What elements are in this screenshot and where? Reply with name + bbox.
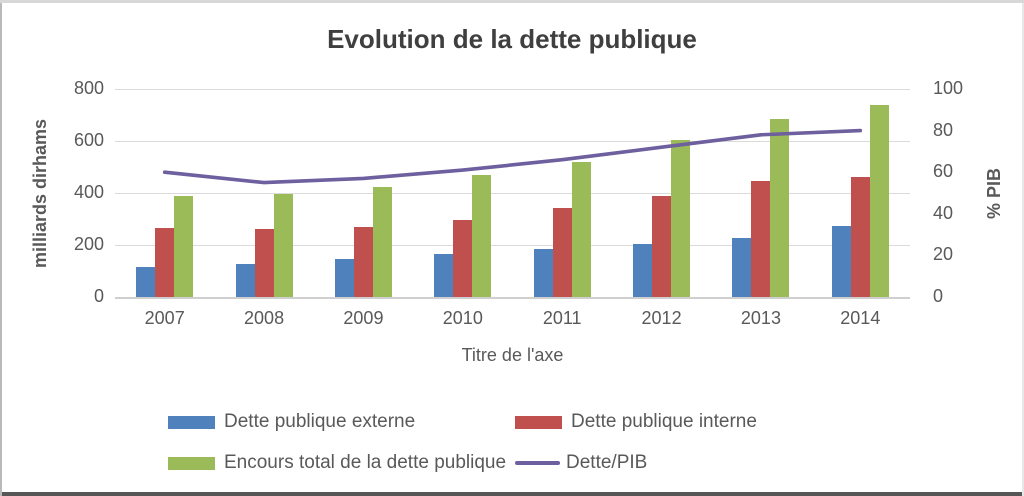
y-left-tick: 0 — [93, 286, 104, 307]
y-right-tick: 40 — [933, 202, 954, 223]
plot-area — [115, 89, 910, 299]
bar — [770, 118, 790, 297]
y-left-ticks: 800 600 400 200 0 — [40, 78, 104, 306]
bar — [372, 186, 392, 297]
bar — [869, 104, 889, 297]
legend-color-swatch — [168, 415, 215, 429]
bar — [831, 226, 851, 297]
bar — [453, 219, 473, 297]
legend-label: Encours total de la dette publique — [224, 452, 507, 473]
bar-group-2010 — [413, 89, 512, 297]
bar-group-2007 — [115, 89, 214, 297]
bar — [671, 139, 691, 297]
bar-group-2014 — [811, 89, 910, 297]
gridline-200 — [115, 245, 910, 246]
bar-group-2008 — [214, 89, 313, 297]
x-tick-label: 2014 — [840, 308, 881, 328]
bar — [254, 229, 274, 297]
x-tick-label: 2012 — [641, 308, 682, 328]
gridline-400 — [115, 193, 910, 194]
y-right-tick: 80 — [933, 119, 954, 140]
chart-title: Evolution de la dette publique — [327, 24, 697, 54]
x-tick-label: 2013 — [740, 308, 781, 328]
bar-group-2009 — [314, 89, 413, 297]
bar — [273, 193, 293, 297]
y-right-tick: 0 — [933, 286, 944, 307]
x-tick-label: 2008 — [244, 308, 285, 328]
bar — [353, 227, 373, 297]
bar — [334, 258, 354, 297]
bar — [434, 254, 454, 297]
y-left-tick: 200 — [73, 234, 104, 255]
gridline-800 — [115, 89, 910, 90]
x-tick-label: 2007 — [144, 308, 185, 328]
legend-label: Dette publique interne — [571, 411, 757, 432]
y-left-tick: 600 — [73, 130, 104, 151]
legend-item: Encours total de la dette publique — [168, 452, 515, 473]
y-right-tick: 60 — [933, 161, 954, 182]
x-axis-title: Titre de l'axe — [461, 345, 564, 365]
bar — [751, 181, 771, 297]
legend-item: Dette/PIB — [515, 452, 757, 473]
bar — [850, 177, 870, 297]
y-right-tick: 100 — [933, 78, 964, 99]
legend-color-swatch — [168, 456, 215, 470]
bar — [472, 174, 492, 297]
y-right-ticks: 100 80 60 40 20 0 — [933, 78, 993, 306]
legend-label: Dette publique externe — [224, 411, 416, 432]
legend-item: Dette publique externe — [168, 411, 515, 432]
bar — [552, 208, 572, 297]
bar — [571, 161, 591, 297]
bar-group-2013 — [711, 89, 810, 297]
bar — [533, 248, 553, 297]
legend-item: Dette publique interne — [515, 411, 757, 432]
bar — [732, 237, 752, 297]
legend-line-swatch — [515, 461, 560, 465]
y-left-tick: 800 — [73, 78, 104, 99]
x-tick-label: 2011 — [542, 308, 582, 328]
bar — [174, 195, 194, 297]
bar — [235, 263, 255, 297]
bar — [136, 267, 156, 297]
bar-group-2011 — [513, 89, 612, 297]
bar — [155, 227, 175, 297]
legend: Dette publique externe Dette publique int… — [168, 411, 757, 473]
y-right-tick: 20 — [933, 244, 954, 265]
bar-groups — [115, 89, 910, 297]
y-left-tick: 400 — [73, 182, 104, 203]
bar — [633, 243, 653, 297]
bar-group-2012 — [612, 89, 711, 297]
bar — [652, 196, 672, 297]
legend-color-swatch — [515, 415, 562, 429]
x-tick-label: 2009 — [343, 308, 384, 328]
x-axis-labels: 2007 2008 2009 2010 2011 2012 2013 2014 — [115, 308, 910, 329]
right-axis-title: % PIB — [984, 167, 1004, 219]
legend-label: Dette/PIB — [566, 452, 648, 473]
x-tick-label: 2010 — [442, 308, 483, 328]
